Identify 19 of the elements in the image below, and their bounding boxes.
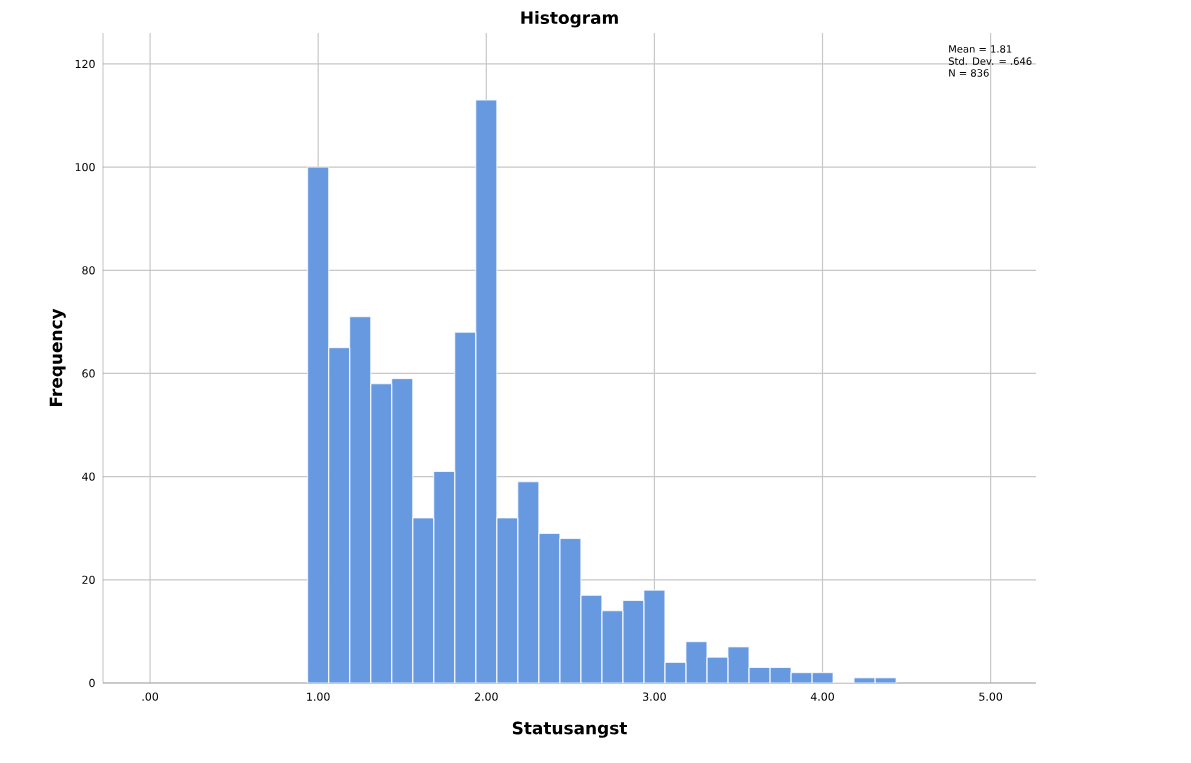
x-tick-label: 2.00 bbox=[474, 692, 498, 701]
x-tick-label: .00 bbox=[142, 692, 159, 701]
x-tick-label: 5.00 bbox=[979, 692, 1003, 701]
chart-title: Histogram bbox=[521, 10, 618, 28]
y-axis-title: Frequency bbox=[49, 308, 66, 406]
x-axis-title: Statusangst bbox=[512, 721, 627, 738]
y-tick-label: 120 bbox=[75, 59, 95, 69]
y-tick-label: 100 bbox=[75, 162, 95, 172]
y-tick-label: 0 bbox=[89, 678, 95, 688]
y-tick-label: 80 bbox=[82, 266, 95, 275]
y-tick-label: 40 bbox=[82, 472, 95, 481]
x-tick-label: 4.00 bbox=[810, 692, 834, 701]
y-tick-label: 60 bbox=[82, 369, 95, 378]
annotation: Std. Dev. = .646 bbox=[948, 57, 1032, 65]
x-tick-label: 3.00 bbox=[643, 692, 666, 701]
annotation: N = 836 bbox=[949, 69, 989, 77]
annotation: Mean = 1.81 bbox=[949, 45, 1012, 53]
y-tick-label: 20 bbox=[82, 575, 95, 584]
x-tick-label: 1.00 bbox=[307, 692, 330, 701]
